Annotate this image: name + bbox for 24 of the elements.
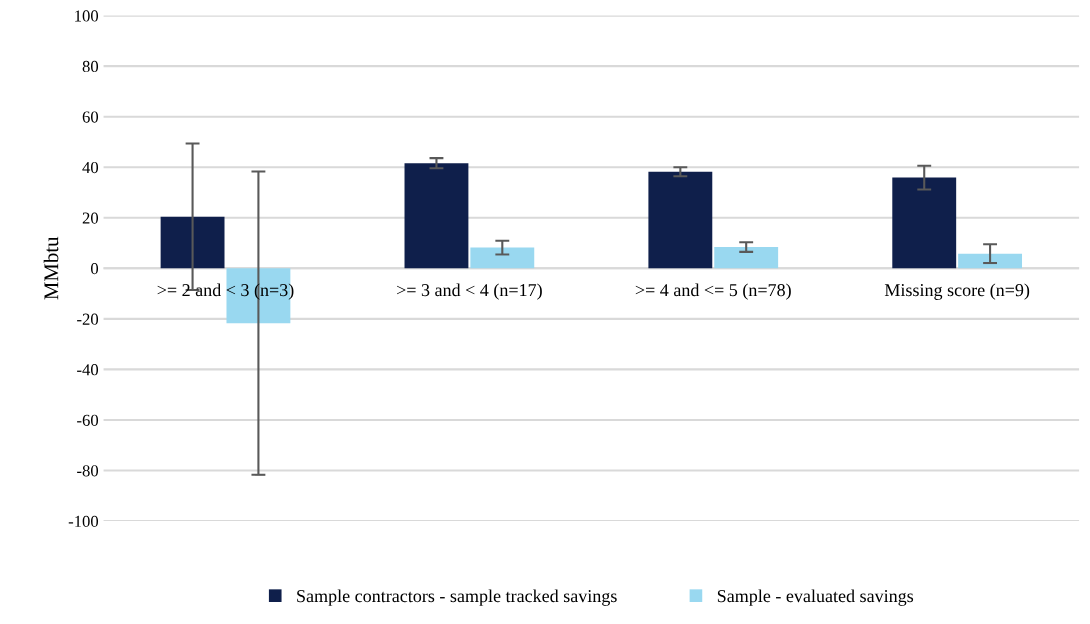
x-tick-label: >= 3 and < 4 (n=17) bbox=[397, 283, 542, 300]
bar bbox=[714, 247, 779, 269]
y-tick-label: -100 bbox=[68, 515, 99, 527]
y-tick-label: -60 bbox=[77, 414, 99, 426]
legend-label: Sample contractors - sample tracked savings bbox=[297, 589, 617, 606]
x-tick-label: >= 4 and <= 5 (n=78) bbox=[635, 283, 791, 300]
y-tick-label: -80 bbox=[77, 465, 99, 477]
y-tick-label: 20 bbox=[82, 212, 99, 224]
bar bbox=[160, 216, 225, 269]
y-tick-label: 80 bbox=[82, 60, 99, 73]
y-tick-label: 60 bbox=[82, 111, 99, 123]
bar bbox=[404, 163, 469, 269]
y-tick-label: -20 bbox=[77, 313, 99, 325]
bar bbox=[892, 177, 957, 269]
y-tick-label: -40 bbox=[77, 364, 99, 376]
y-tick-label: 40 bbox=[82, 161, 99, 174]
bar bbox=[958, 253, 1023, 269]
bar bbox=[470, 247, 535, 269]
x-tick-label: Missing score (n=9) bbox=[884, 283, 1030, 300]
y-axis-title: MMbtu bbox=[43, 236, 59, 300]
y-tick-label: 100 bbox=[75, 10, 99, 22]
y-tick-label: 0 bbox=[90, 263, 99, 275]
bar bbox=[648, 171, 713, 269]
legend-label: Sample - evaluated savings bbox=[717, 589, 914, 606]
